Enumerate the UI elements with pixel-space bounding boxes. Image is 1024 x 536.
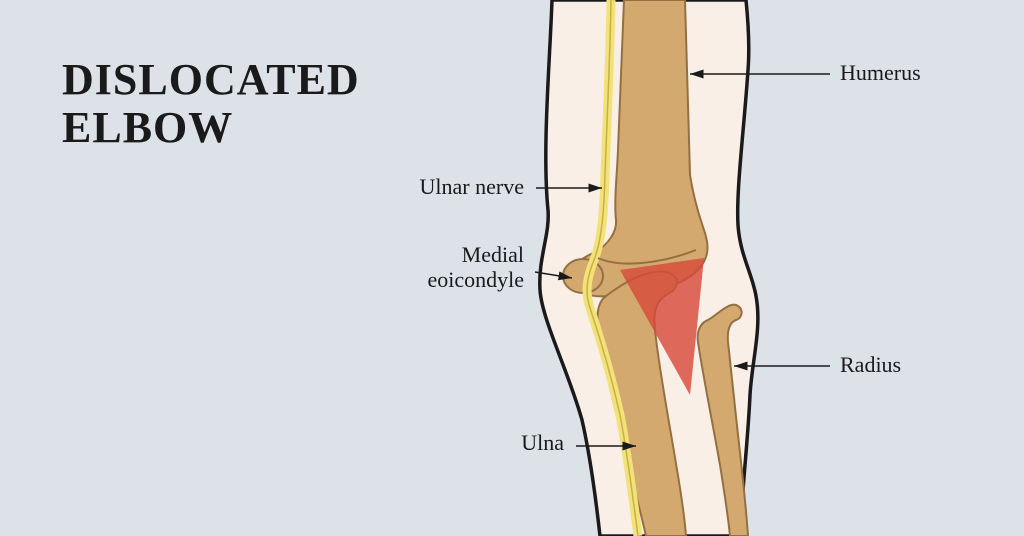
- label-me-line1: Medial: [462, 242, 524, 267]
- label-radius: Radius: [840, 352, 901, 377]
- diagram-title: DISLOCATED ELBOW: [62, 56, 360, 153]
- title-line-2: ELBOW: [62, 103, 233, 152]
- title-line-1: DISLOCATED: [62, 55, 360, 104]
- label-me-line2: eoicondyle: [427, 267, 524, 292]
- label-ulna: Ulna: [444, 430, 564, 455]
- label-ulnar-nerve: Ulnar nerve: [324, 174, 524, 199]
- label-humerus: Humerus: [840, 60, 921, 85]
- label-medial-epicondyle: Medial eoicondyle: [324, 242, 524, 293]
- elbow-diagram: [490, 0, 800, 536]
